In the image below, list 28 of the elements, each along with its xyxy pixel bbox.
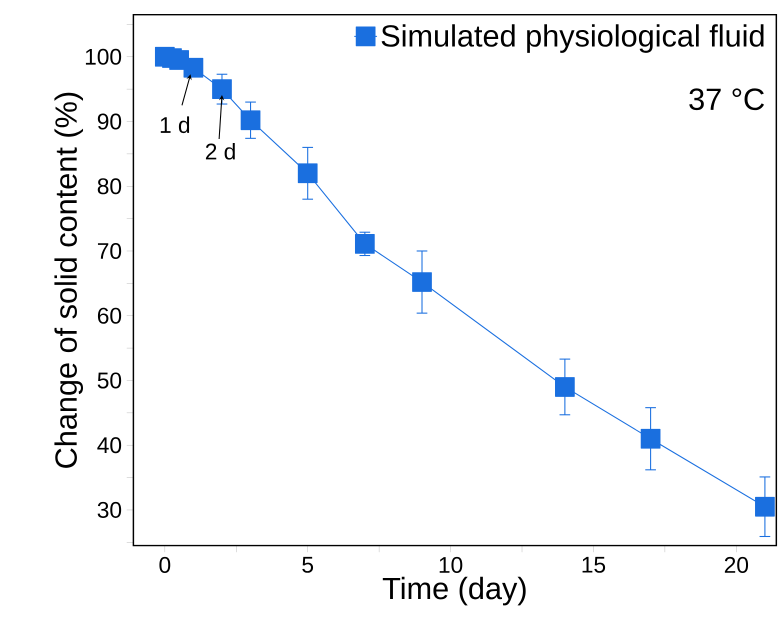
y-tick-label: 40 [97,437,122,454]
point [184,58,204,78]
y-tick-label: 50 [98,372,122,388]
y-tick-label: 60 [98,308,122,324]
point [640,428,660,448]
x-axis-title: Time (day) [382,576,526,606]
legend-label: Simulated physiological fluid [382,24,764,53]
point [412,272,432,292]
y-tick-label: 90 [98,113,122,130]
y-tick-label: 80 [98,178,122,194]
annotation: 37 °C [689,88,764,110]
point [755,496,775,516]
annotation: 1 d [160,116,190,133]
point [354,234,375,254]
y-tick-label: 70 [98,242,122,259]
annotation: 2 d [206,142,235,160]
point [298,163,318,184]
x-tick-label: 15 [582,556,606,573]
x-tick-label: 20 [724,556,748,573]
y-tick-label: 100 [86,48,122,65]
y-tick-label: 30 [98,502,122,518]
point [555,376,575,397]
x-tick-label: 0 [159,556,170,573]
point [212,79,232,99]
x-tick-label: 5 [302,556,314,573]
point [240,110,260,130]
y-axis-title: Change of solid content (%) [54,92,84,468]
x-tick-label: 10 [440,556,462,573]
